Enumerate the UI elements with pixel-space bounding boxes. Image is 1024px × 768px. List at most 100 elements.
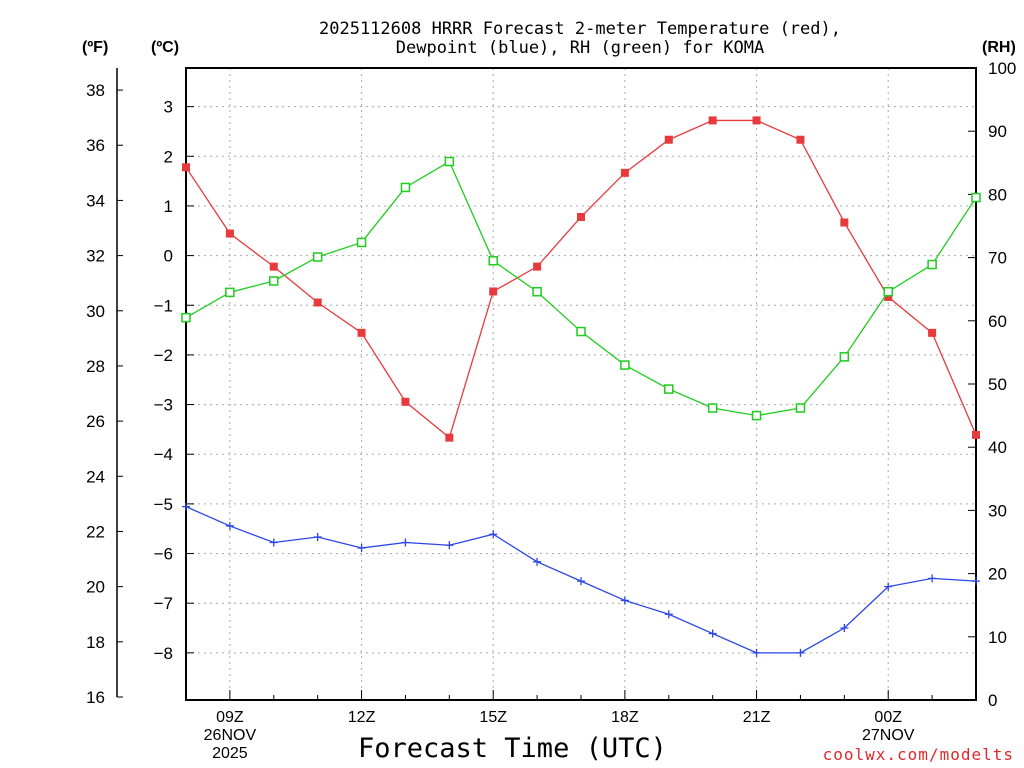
- time-tick-label: 15Z: [479, 709, 507, 726]
- dewpoint-point: [796, 648, 805, 657]
- time-tick-label: 18Z: [611, 709, 639, 726]
- dewpoint-point: [357, 544, 366, 553]
- fahrenheit-tick-label: 38: [86, 81, 105, 100]
- dewpoint-point: [577, 577, 585, 586]
- dewpoint-point: [533, 557, 542, 566]
- 2-meter-temperature-point: [664, 135, 673, 144]
- dewpoint-point: [401, 538, 410, 547]
- celsius-tick-label: −5: [154, 495, 173, 514]
- time-tick-label: 09Z: [216, 709, 244, 726]
- rh-tick-label: 10: [988, 628, 1007, 647]
- source-credit: coolwx.com/modelts: [822, 745, 1014, 764]
- 2-meter-temperature-point: [840, 218, 849, 227]
- 2-meter-temperature-point: [972, 430, 980, 439]
- dewpoint-point: [225, 521, 234, 530]
- rh-unit-label: (RH): [982, 39, 1016, 56]
- relative-humidity-line: [185, 160, 977, 417]
- relative-humidity-point: [795, 403, 806, 413]
- dewpoint-point: [620, 596, 629, 605]
- chart-title-line-2: Dewpoint (blue), RH (green) for KOMA: [395, 38, 765, 58]
- rh-tick-label: 40: [988, 438, 1007, 457]
- relative-humidity-point: [707, 403, 718, 413]
- dewpoint-point: [664, 610, 673, 619]
- time-tick-label: 12Z: [348, 709, 376, 726]
- 2-meter-temperature-point: [533, 262, 542, 271]
- celsius-tick-label: 1: [164, 197, 173, 216]
- 2-meter-temperature-point: [357, 328, 366, 337]
- relative-humidity-point: [664, 384, 674, 394]
- celsius-tick-label: −6: [154, 545, 173, 564]
- x-axis-title: Forecast Time (UTC): [358, 733, 667, 764]
- relative-humidity-point: [620, 360, 630, 370]
- rh-tick-label: 60: [988, 312, 1007, 331]
- relative-humidity-point: [356, 237, 367, 248]
- dewpoint-point: [840, 624, 849, 633]
- 2-meter-temperature-point: [401, 397, 410, 406]
- celsius-tick-label: 2: [164, 147, 173, 166]
- relative-humidity-point: [927, 259, 937, 270]
- relative-humidity-point: [839, 352, 850, 362]
- relative-humidity-point: [444, 156, 455, 167]
- fahrenheit-tick-label: 20: [86, 578, 105, 597]
- celsius-tick-label: −4: [154, 445, 173, 464]
- 2-meter-temperature-point: [313, 298, 322, 307]
- fahrenheit-tick-label: 30: [86, 302, 105, 321]
- rh-tick-label: 90: [988, 122, 1007, 141]
- celsius-tick-label: −1: [154, 296, 173, 315]
- relative-humidity-point: [751, 410, 762, 421]
- 2-meter-temperature-point: [928, 328, 937, 337]
- dewpoint-point: [269, 538, 278, 547]
- time-tick-label: 27NOV: [862, 727, 915, 744]
- time-tick-label: 2025: [212, 745, 248, 762]
- chart-title-line-1: 2025112608 HRRR Forecast 2-meter Tempera…: [319, 19, 841, 39]
- relative-humidity-point: [488, 256, 498, 266]
- dewpoint-point: [928, 574, 937, 583]
- relative-humidity-point: [181, 312, 191, 323]
- 2-meter-temperature-point: [796, 135, 805, 144]
- celsius-tick-label: −7: [154, 594, 173, 613]
- fahrenheit-unit-label: (ºF): [82, 39, 108, 56]
- celsius-tick-label: −2: [154, 346, 173, 365]
- 2-meter-temperature-point: [225, 229, 234, 238]
- fahrenheit-tick-label: 22: [86, 522, 105, 541]
- 2-meter-temperature-point: [489, 287, 498, 296]
- time-tick-label: 21Z: [743, 709, 771, 726]
- rh-axis: 0 10 20 30 40 50 60 70 80 90 100: [968, 59, 1016, 710]
- fahrenheit-tick-label: 32: [86, 247, 105, 266]
- celsius-unit-label: (ºC): [151, 39, 179, 56]
- rh-tick-label: 50: [988, 375, 1007, 394]
- fahrenheit-tick-label: 24: [86, 467, 105, 486]
- fahrenheit-axis: 16 18 20 22 24 26 28 30 32 34 36 38: [86, 81, 123, 707]
- rh-tick-label: 30: [988, 501, 1007, 520]
- relative-humidity-point: [269, 276, 279, 286]
- time-tick-label: 00Z: [874, 709, 902, 726]
- relative-humidity-point: [225, 287, 235, 298]
- dewpoint-point: [884, 582, 893, 591]
- rh-tick-label: 70: [988, 249, 1007, 268]
- celsius-tick-label: −8: [154, 644, 173, 663]
- 2-meter-temperature-point: [269, 262, 278, 271]
- relative-humidity-point: [400, 182, 411, 193]
- dewpoint-point: [313, 532, 322, 541]
- data-series: [181, 116, 981, 657]
- 2-meter-temperature-point: [182, 163, 190, 172]
- dewpoint-point: [708, 629, 717, 638]
- dewpoint-point: [445, 541, 454, 550]
- 2-meter-temperature-line: [185, 119, 977, 439]
- celsius-tick-label: −3: [154, 396, 173, 415]
- relative-humidity-point: [883, 286, 893, 297]
- fahrenheit-tick-label: 18: [86, 633, 105, 652]
- grid-lines: [186, 68, 976, 700]
- dewpoint-point: [182, 502, 190, 511]
- plot-frame: [185, 67, 977, 701]
- rh-tick-label: 80: [988, 185, 1007, 204]
- rh-tick-label: 100: [988, 59, 1016, 78]
- relative-humidity-point: [532, 286, 542, 297]
- dewpoint-point: [752, 648, 761, 657]
- time-tick-label: 26NOV: [204, 727, 257, 744]
- relative-humidity-point: [971, 192, 981, 203]
- 2-meter-temperature-point: [620, 168, 629, 177]
- 2-meter-temperature-point: [445, 433, 454, 442]
